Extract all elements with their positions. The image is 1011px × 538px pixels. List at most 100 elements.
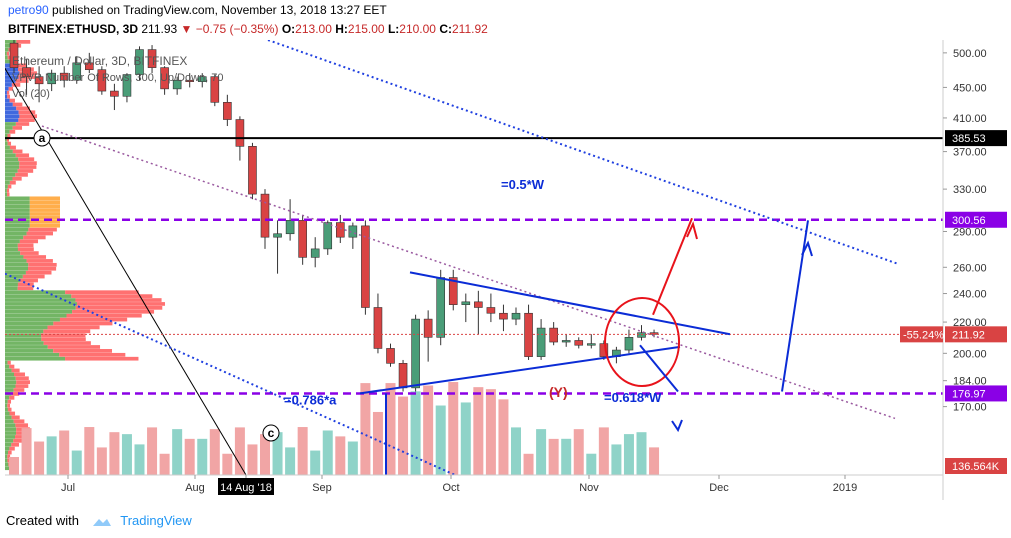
volume-bar [322, 430, 333, 475]
publish-info: petro90 published on TradingView.com, No… [8, 3, 387, 17]
vpvr-down-bar [19, 239, 39, 244]
volume-bar [34, 441, 45, 475]
candle-body [323, 222, 333, 250]
vpvr-up-bar [5, 86, 9, 91]
vpvr-down-bar [13, 419, 25, 424]
candle-body [361, 225, 370, 308]
vpvr-down-bar [15, 173, 28, 177]
vpvr-down-bar [27, 266, 57, 271]
vpvr-down-bar [11, 83, 21, 87]
candle-body [411, 318, 420, 389]
vpvr-up-bar [5, 94, 8, 99]
vpvr-up-bar [5, 466, 10, 471]
candle-body [285, 220, 295, 235]
vpvr-down-bar [8, 86, 14, 91]
vpvr-down-bar [16, 106, 30, 111]
vpvr-down-bar [29, 200, 60, 205]
vpvr-down-bar [17, 247, 34, 252]
candle-body [398, 363, 408, 389]
vpvr-down-bar [59, 317, 128, 322]
published-text: published on TradingView.com, November 1… [52, 3, 387, 17]
tradingview-link[interactable]: TradingView [120, 513, 192, 528]
candles [9, 40, 659, 392]
vpvr-up-bar [5, 423, 16, 428]
vpvr-up-bar [5, 133, 8, 138]
x-tick-label: Oct [442, 482, 459, 494]
vpvr-down-bar [47, 345, 101, 349]
author-link[interactable]: petro90 [8, 3, 49, 17]
vpvr-down-bar [15, 122, 30, 126]
vpvr-down-bar [19, 161, 37, 165]
annotation-618-w: =0.618*W [604, 390, 662, 405]
vpvr-down-bar [16, 380, 30, 385]
tradingview-logo-icon[interactable] [91, 516, 113, 528]
candle-body [248, 146, 257, 195]
vpvr-down-bar [16, 40, 31, 44]
vpvr-down-bar [7, 407, 12, 412]
x-tick-label: Sep [312, 482, 332, 494]
created-with-text: Created with [6, 513, 79, 528]
vpvr-up-bar [5, 333, 42, 338]
vpvr-down-bar [75, 305, 163, 310]
vpvr-down-bar [53, 321, 113, 326]
candle-body [110, 90, 119, 97]
vpvr-down-bar [26, 231, 53, 236]
vpvr-down-bar [9, 98, 15, 103]
vpvr-down-bar [13, 388, 25, 392]
vpvr-up-bar [5, 262, 29, 267]
annotation-half-w: =0.5*W [501, 177, 545, 192]
vpvr-up-bar [5, 137, 7, 142]
vpvr-down-bar [7, 133, 11, 138]
vpvr-up-bar [5, 141, 8, 146]
vpvr-up-bar [5, 321, 54, 326]
vpvr-up-bar [5, 380, 17, 385]
y-tick-label: 170.00 [953, 402, 987, 414]
drawings [5, 40, 943, 475]
volume-bar [260, 434, 270, 475]
vpvr-up-bar [5, 298, 76, 302]
vpvr-up-bar [5, 294, 72, 298]
y-tick-label: 500.00 [953, 48, 987, 60]
candle-body [122, 74, 132, 97]
volume-profile [5, 40, 165, 471]
volume-bar [272, 432, 283, 475]
vpvr-up-bar [5, 290, 66, 295]
candle-body [386, 348, 395, 364]
candle-body [147, 49, 157, 68]
price-badge [945, 326, 1007, 343]
time-axis[interactable]: Jul Aug 14 Aug '18 Sep Oct Nov Dec 2019 [61, 475, 857, 495]
candle-body [260, 193, 270, 238]
vpvr-down-bar [29, 219, 60, 224]
legend-title: Ethereum / Dollar, 3D, BITFINEX [12, 54, 187, 68]
candle-body [34, 76, 44, 85]
vpvr-down-bar [12, 102, 23, 107]
y-tick-label: 330.00 [953, 184, 987, 196]
vpvr-down-bar [6, 188, 10, 193]
price-axis[interactable]: 500.00 450.00 410.00 370.00 330.00 290.00 260.… [943, 48, 987, 414]
vpvr-down-bar [76, 302, 165, 306]
vpvr-down-bar [19, 278, 38, 283]
vpvr-up-bar [5, 165, 20, 169]
candle-body [310, 248, 320, 258]
close-value: 211.92 [451, 22, 488, 36]
volume-bar [623, 434, 634, 475]
vpvr-down-bar [7, 399, 12, 404]
vpvr-up-bar [5, 47, 9, 52]
vpvr-down-bar [9, 145, 16, 150]
vpvr-up-bar [5, 75, 19, 79]
vpvr-up-bar [5, 259, 27, 263]
vpvr-down-bar [22, 274, 45, 279]
vpvr-down-bar [9, 411, 16, 416]
vpvr-up-bar [5, 399, 8, 404]
vpvr-down-bar [13, 372, 25, 377]
vpvr-up-bar [5, 384, 16, 388]
vpvr-down-bar [15, 79, 29, 83]
volume-bar [611, 444, 622, 475]
vpvr-down-bar [12, 176, 22, 181]
price-labels: 385.53 300.56 211.92 -55.24% 176.97 136.564K [900, 130, 1007, 474]
volume-bar [21, 428, 32, 475]
vpvr-up-bar [5, 122, 16, 126]
price-chart[interactable]: Ethereum / Dollar, 3D, BITFINEX VPVR Num… [0, 40, 1011, 500]
red-arrow [652, 217, 693, 316]
volume-bar [297, 427, 308, 475]
